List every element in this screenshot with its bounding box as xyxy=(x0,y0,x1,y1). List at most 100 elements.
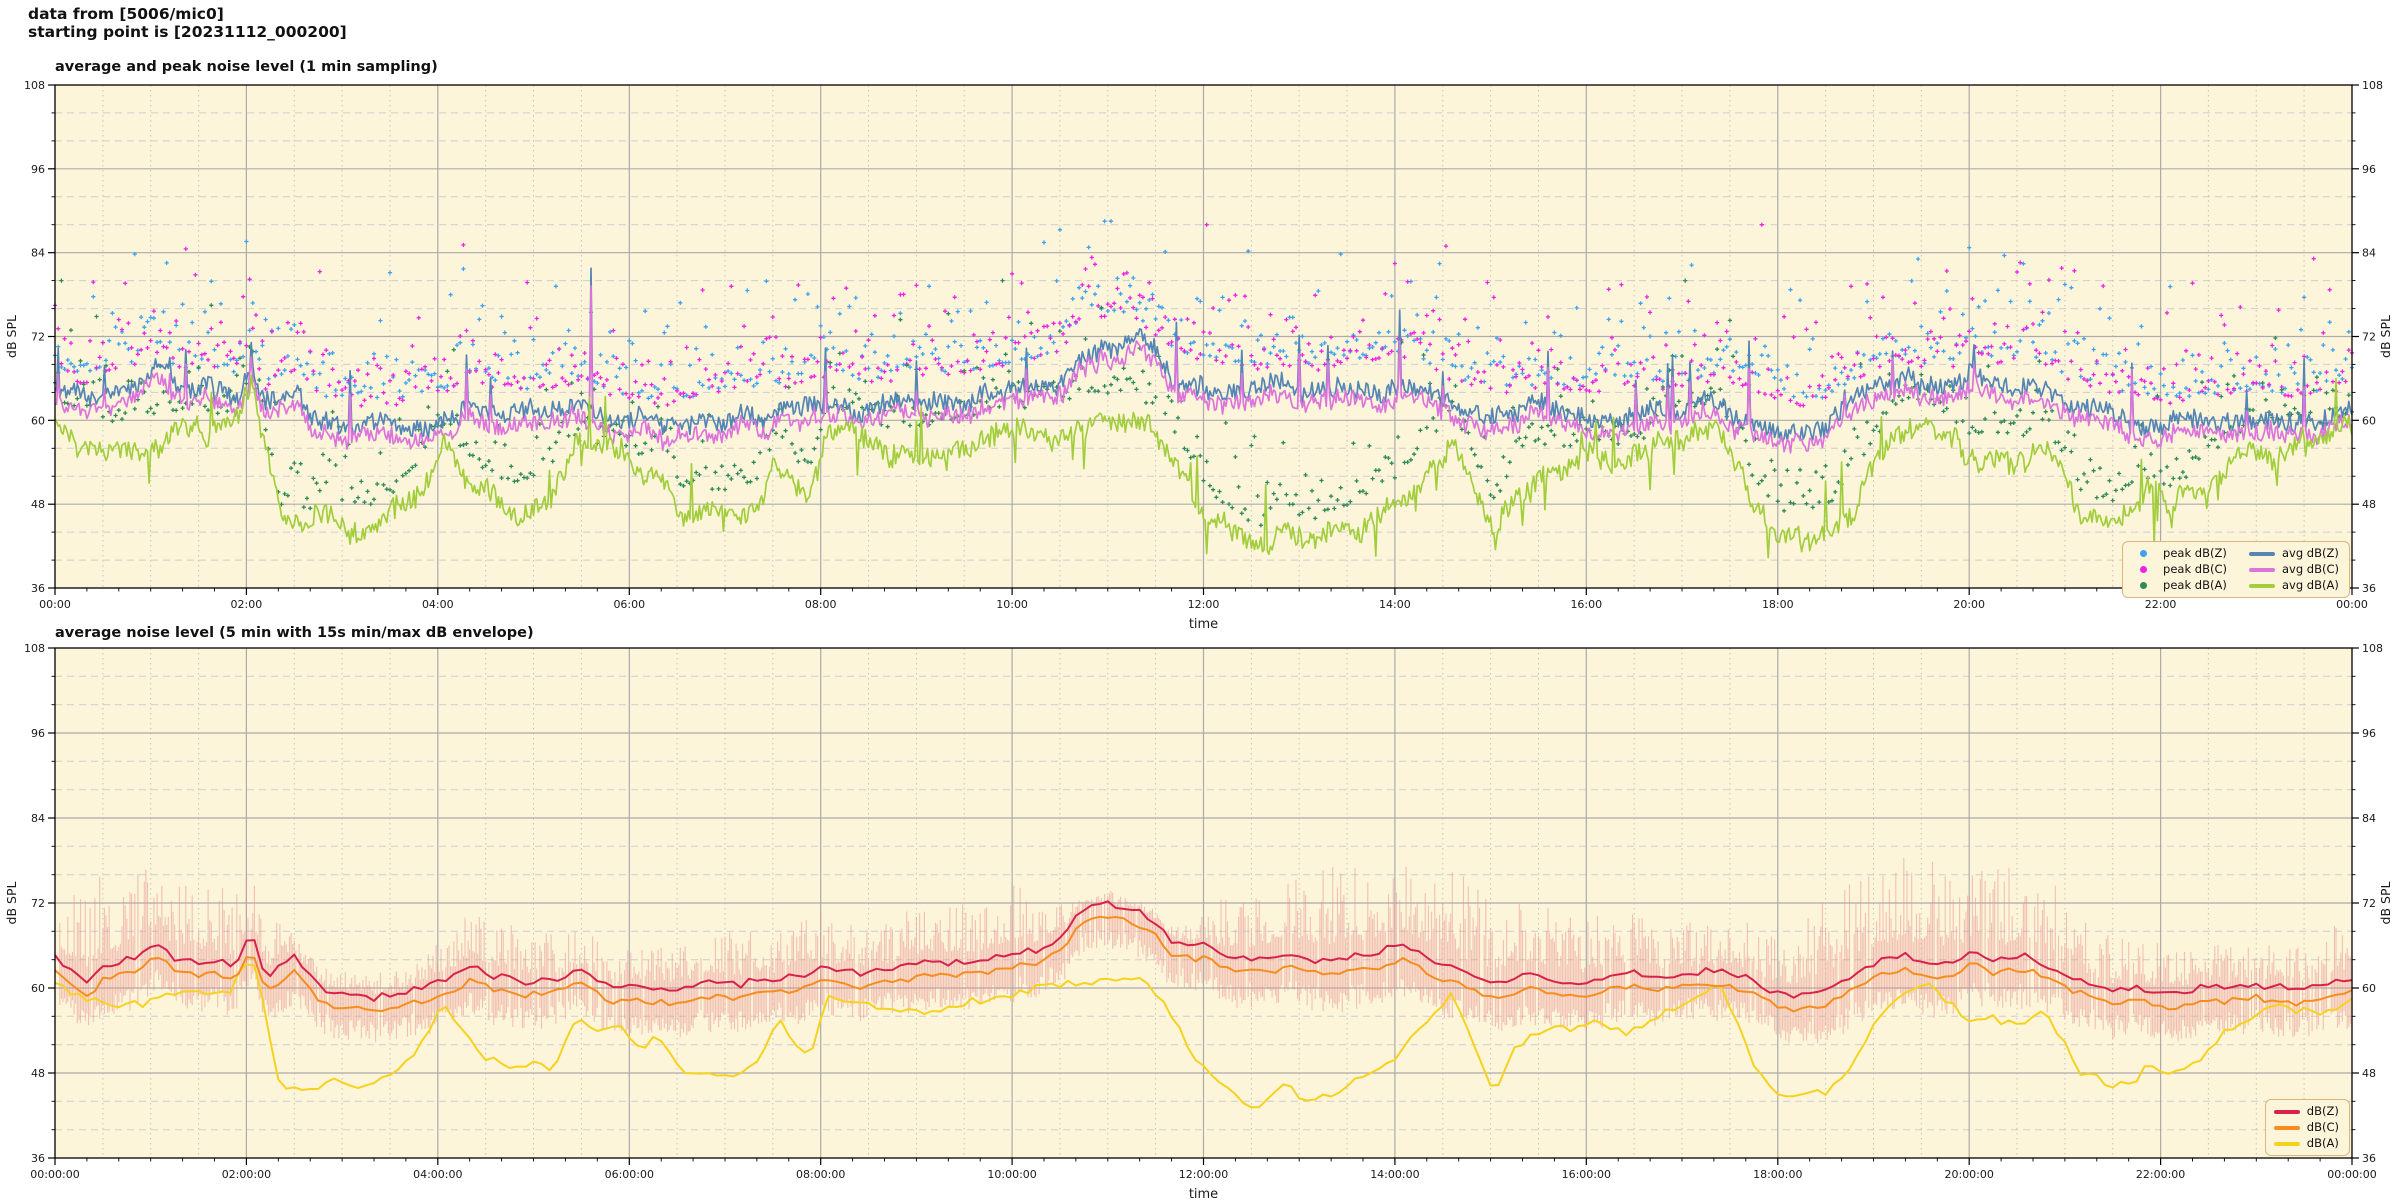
legend-label: peak dB(Z) xyxy=(2163,546,2227,560)
svg-text:36: 36 xyxy=(2362,1152,2376,1165)
svg-text:12:00:00: 12:00:00 xyxy=(1179,1168,1228,1181)
legend-dot-marker-icon xyxy=(2140,566,2148,573)
svg-text:20:00: 20:00 xyxy=(1953,598,1985,611)
header-starting-point: starting point is [20231112_000200] xyxy=(28,23,347,41)
svg-text:00:00:00: 00:00:00 xyxy=(2327,1168,2376,1181)
chart1-plot-area xyxy=(55,85,2352,588)
svg-text:06:00:00: 06:00:00 xyxy=(605,1168,654,1181)
legend-dot-marker-icon xyxy=(2140,582,2148,589)
chart1-ylabel-left: dB SPL xyxy=(4,315,19,358)
svg-text:02:00: 02:00 xyxy=(231,598,263,611)
legend-entry: avg dB(A) xyxy=(2248,578,2339,593)
legend-line-marker-icon xyxy=(2248,551,2275,556)
svg-text:84: 84 xyxy=(31,247,45,260)
svg-text:00:00: 00:00 xyxy=(2336,598,2368,611)
svg-text:108: 108 xyxy=(24,642,45,655)
svg-text:00:00:00: 00:00:00 xyxy=(30,1168,79,1181)
svg-text:20:00:00: 20:00:00 xyxy=(1944,1168,1993,1181)
legend-label: peak dB(C) xyxy=(2163,562,2227,576)
svg-text:96: 96 xyxy=(31,163,45,176)
legend-line-marker-icon xyxy=(2248,583,2275,588)
legend-label: avg dB(Z) xyxy=(2281,546,2339,560)
svg-text:06:00: 06:00 xyxy=(613,598,645,611)
legend-label: dB(A) xyxy=(2306,1136,2339,1150)
legend-entry: avg dB(C) xyxy=(2248,562,2339,577)
svg-text:10:00: 10:00 xyxy=(996,598,1028,611)
svg-text:14:00:00: 14:00:00 xyxy=(1370,1168,1419,1181)
svg-text:96: 96 xyxy=(2362,163,2376,176)
legend-column: dB(Z) dB(C) dB(A) xyxy=(2273,1104,2339,1151)
svg-text:16:00: 16:00 xyxy=(1570,598,1602,611)
legend-entry: dB(A) xyxy=(2273,1136,2339,1151)
header-data-source: data from [5006/mic0] xyxy=(28,5,224,23)
chart1-ylabel-right: dB SPL xyxy=(2378,315,2393,358)
legend-column: avg dB(Z) avg dB(C) avg dB(A) xyxy=(2248,546,2339,593)
svg-text:08:00: 08:00 xyxy=(805,598,837,611)
chart2-plot-area xyxy=(55,648,2352,1158)
svg-text:36: 36 xyxy=(31,1152,45,1165)
svg-text:48: 48 xyxy=(31,498,45,511)
chart1-legend: peak dB(Z) peak dB(C) peak dB(A) avg dB(Z) a… xyxy=(2122,541,2350,598)
legend-label: peak dB(A) xyxy=(2163,578,2227,592)
chart2-ylabel-left: dB SPL xyxy=(4,882,19,925)
svg-text:12:00: 12:00 xyxy=(1188,598,1220,611)
chart2-axes: 36 36 48 48 60 60 72 72 84 84 96 96 108 108 00:00:00 02… xyxy=(4,642,2393,1200)
legend-entry: peak dB(Z) xyxy=(2131,546,2227,561)
svg-text:02:00:00: 02:00:00 xyxy=(222,1168,271,1181)
svg-text:36: 36 xyxy=(31,582,45,595)
legend-entry: dB(C) xyxy=(2273,1120,2339,1135)
legend-entry: peak dB(C) xyxy=(2131,562,2227,577)
chart2-legend: dB(Z) dB(C) dB(A) xyxy=(2264,1099,2350,1156)
series-dba xyxy=(54,963,2353,1109)
chart1-axes: 36 36 48 48 60 60 72 72 84 84 96 96 108 108 00:00 02:00… xyxy=(4,79,2393,632)
series-avg-dba xyxy=(54,374,2353,559)
svg-text:16:00:00: 16:00:00 xyxy=(1562,1168,1611,1181)
svg-text:08:00:00: 08:00:00 xyxy=(796,1168,845,1181)
svg-text:72: 72 xyxy=(2362,331,2376,344)
svg-text:108: 108 xyxy=(24,79,45,92)
svg-text:108: 108 xyxy=(2362,79,2383,92)
legend-line-marker-icon xyxy=(2248,567,2275,572)
svg-text:48: 48 xyxy=(2362,1067,2376,1080)
series-avg-dbc xyxy=(54,285,2353,454)
legend-label: avg dB(A) xyxy=(2281,578,2339,592)
svg-text:48: 48 xyxy=(31,1067,45,1080)
svg-text:60: 60 xyxy=(31,982,45,995)
svg-text:60: 60 xyxy=(31,414,45,427)
legend-label: dB(C) xyxy=(2306,1120,2339,1134)
svg-text:96: 96 xyxy=(31,727,45,740)
svg-text:84: 84 xyxy=(31,812,45,825)
legend-line-marker-icon xyxy=(2273,1141,2300,1146)
legend-column: peak dB(Z) peak dB(C) peak dB(A) xyxy=(2131,546,2227,593)
legend-line-marker-icon xyxy=(2273,1125,2300,1130)
svg-text:72: 72 xyxy=(2362,897,2376,910)
chart1-title: average and peak noise level (1 min samp… xyxy=(55,59,438,75)
svg-text:00:00: 00:00 xyxy=(39,598,71,611)
svg-text:60: 60 xyxy=(2362,982,2376,995)
chart2-title: average noise level (5 min with 15s min/… xyxy=(55,625,534,641)
svg-text:18:00:00: 18:00:00 xyxy=(1753,1168,1802,1181)
svg-text:22:00: 22:00 xyxy=(2145,598,2177,611)
svg-text:22:00:00: 22:00:00 xyxy=(2136,1168,2185,1181)
legend-line-marker-icon xyxy=(2273,1109,2300,1114)
legend-dot-marker-icon xyxy=(2140,550,2148,557)
svg-text:72: 72 xyxy=(31,331,45,344)
svg-text:04:00:00: 04:00:00 xyxy=(413,1168,462,1181)
legend-entry: peak dB(A) xyxy=(2131,578,2227,593)
chart2-ylabel-right: dB SPL xyxy=(2378,882,2393,925)
svg-text:14:00: 14:00 xyxy=(1379,598,1411,611)
svg-text:72: 72 xyxy=(31,897,45,910)
svg-text:36: 36 xyxy=(2362,582,2376,595)
series-dbz xyxy=(54,900,2353,1002)
svg-text:96: 96 xyxy=(2362,727,2376,740)
legend-entry: dB(Z) xyxy=(2273,1104,2339,1119)
svg-text:60: 60 xyxy=(2362,414,2376,427)
svg-text:10:00:00: 10:00:00 xyxy=(987,1168,1036,1181)
chart2-xlabel: time xyxy=(1189,1187,1218,1200)
legend-label: dB(Z) xyxy=(2306,1104,2339,1118)
legend-entry: avg dB(Z) xyxy=(2248,546,2339,561)
svg-text:84: 84 xyxy=(2362,247,2376,260)
legend-label: avg dB(C) xyxy=(2281,562,2339,576)
